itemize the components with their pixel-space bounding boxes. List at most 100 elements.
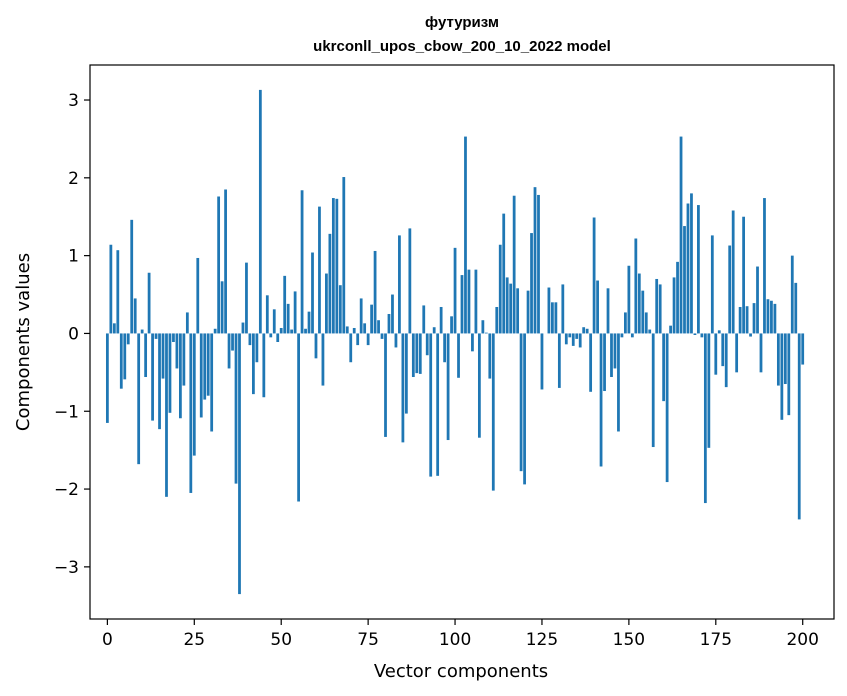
bar-99 (450, 316, 453, 334)
bar-106 (474, 269, 478, 334)
bar-21 (179, 333, 182, 419)
bar-92 (425, 333, 429, 356)
bar-174 (710, 235, 714, 334)
bar-158 (655, 278, 659, 334)
bar-185 (749, 333, 752, 337)
bar-63 (325, 273, 328, 334)
bar-134 (571, 333, 575, 346)
bar-125 (540, 333, 544, 390)
bar-85 (401, 333, 405, 443)
bar-55 (297, 333, 300, 502)
y-tick-label: −3 (54, 558, 79, 578)
bar-172 (703, 333, 707, 504)
bar-133 (568, 333, 572, 338)
bar-57 (304, 328, 307, 334)
bar-135 (575, 333, 579, 339)
bar-166 (683, 226, 686, 334)
chart-title-line2: ukrconll_upos_cbow_200_10_2022 model (313, 38, 611, 55)
bar-34 (224, 189, 227, 334)
bar-145 (610, 333, 613, 378)
bar-59 (311, 252, 314, 334)
bar-191 (770, 300, 773, 334)
bar-51 (283, 275, 287, 334)
bar-35 (227, 333, 231, 369)
bar-141 (596, 280, 599, 334)
bar-91 (422, 305, 426, 334)
bar-84 (398, 235, 401, 334)
bar-159 (658, 284, 662, 334)
bar-70 (349, 333, 353, 363)
y-tick-label: 0 (68, 324, 79, 344)
plot-frame (89, 64, 835, 620)
bar-104 (467, 269, 471, 334)
bar-180 (731, 210, 735, 334)
bar-115 (505, 277, 509, 334)
bar-52 (286, 303, 290, 334)
bar-109 (484, 332, 488, 334)
bar-26 (196, 257, 200, 334)
x-tick-label: 125 (526, 630, 558, 650)
bar-98 (446, 333, 450, 441)
bar-66 (335, 198, 339, 334)
bar-71 (352, 327, 356, 334)
bar-176 (717, 330, 721, 334)
bar-148 (620, 333, 624, 338)
bar-197 (790, 255, 794, 334)
bar-137 (582, 327, 586, 334)
bar-108 (481, 320, 485, 334)
bar-83 (394, 333, 398, 348)
bar-154 (641, 290, 645, 334)
bar-0 (105, 333, 109, 423)
bar-163 (672, 277, 676, 334)
bar-110 (488, 333, 492, 379)
bar-11 (144, 333, 148, 378)
bar-117 (512, 195, 516, 334)
x-tick-label: 75 (357, 630, 379, 650)
bar-47 (269, 333, 273, 338)
bar-151 (630, 333, 634, 338)
bar-75 (366, 333, 370, 346)
bar-129 (554, 302, 558, 334)
bar-41 (248, 333, 252, 346)
bar-15 (158, 333, 161, 430)
bar-25 (192, 333, 196, 456)
bar-112 (495, 306, 499, 334)
bar-198 (794, 282, 798, 334)
bar-116 (509, 283, 513, 334)
bar-53 (290, 329, 294, 334)
bar-119 (519, 333, 523, 472)
bar-196 (787, 333, 791, 416)
bar-121 (526, 290, 530, 334)
bar-73 (359, 298, 363, 334)
bar-93 (429, 333, 433, 477)
bar-161 (665, 333, 669, 483)
bar-77 (373, 250, 377, 334)
bar-100 (453, 247, 457, 334)
y-tick-label: −2 (54, 480, 79, 500)
y-tick-label: 2 (68, 169, 79, 189)
bar-97 (443, 333, 447, 363)
bar-13 (151, 333, 154, 421)
x-axis-label: Vector components (374, 661, 548, 682)
bar-199 (797, 333, 801, 520)
bar-168 (690, 193, 693, 334)
bar-120 (523, 333, 526, 485)
bar-165 (679, 136, 683, 334)
bar-184 (745, 306, 749, 334)
bar-169 (693, 333, 697, 335)
bar-27 (199, 333, 203, 418)
bar-17 (165, 333, 168, 497)
bar-23 (185, 312, 189, 334)
bar-72 (356, 333, 360, 346)
bar-42 (252, 333, 255, 395)
bar-78 (377, 320, 380, 334)
bar-68 (342, 177, 346, 334)
bar-45 (262, 333, 266, 398)
bar-127 (547, 287, 551, 334)
bar-118 (516, 288, 520, 334)
chart-title-line1: футуризм (425, 14, 499, 31)
bar-36 (231, 333, 234, 351)
bar-107 (477, 333, 481, 438)
bar-139 (589, 333, 593, 392)
y-tick-label: 3 (68, 91, 79, 111)
